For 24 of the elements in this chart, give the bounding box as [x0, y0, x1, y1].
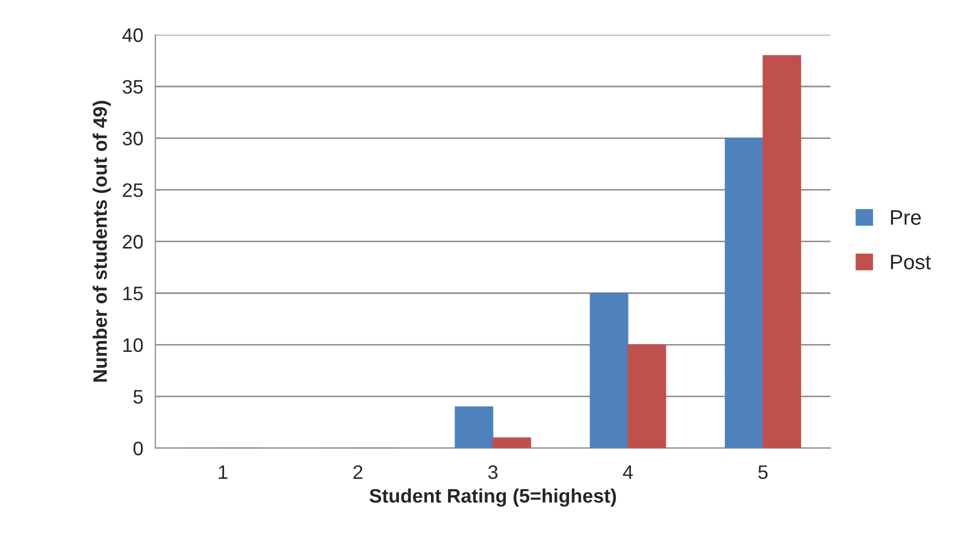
bar: [724, 138, 764, 448]
x-tick-label: 5: [758, 465, 768, 480]
legend-label: Pre: [891, 210, 921, 225]
y-tick-label: 5: [134, 390, 143, 404]
legend-label: Post: [891, 254, 931, 270]
y-tick-label: 15: [123, 286, 143, 300]
y-tick-label: 30: [122, 132, 143, 146]
x-axis-title: Student Rating (5=highest): [370, 488, 616, 507]
y-axis-title: Number of students (out of 49): [92, 100, 111, 382]
bar: [492, 437, 532, 448]
y-tick-label: 0: [134, 442, 143, 456]
x-tick-label: 2: [353, 465, 362, 479]
y-tick-label: 10: [123, 338, 143, 352]
bar: [590, 292, 628, 448]
bar: [762, 55, 802, 448]
x-tick-label: 1: [218, 465, 228, 479]
x-tick-label: 3: [488, 465, 498, 480]
x-tick-label: 4: [622, 465, 633, 479]
y-tick-label: 40: [122, 28, 143, 42]
y-tick-label: 20: [122, 234, 143, 249]
bar: [628, 344, 666, 448]
y-tick-label: 35: [122, 80, 143, 94]
bar: [454, 406, 494, 448]
y-tick-label: 25: [122, 183, 143, 198]
